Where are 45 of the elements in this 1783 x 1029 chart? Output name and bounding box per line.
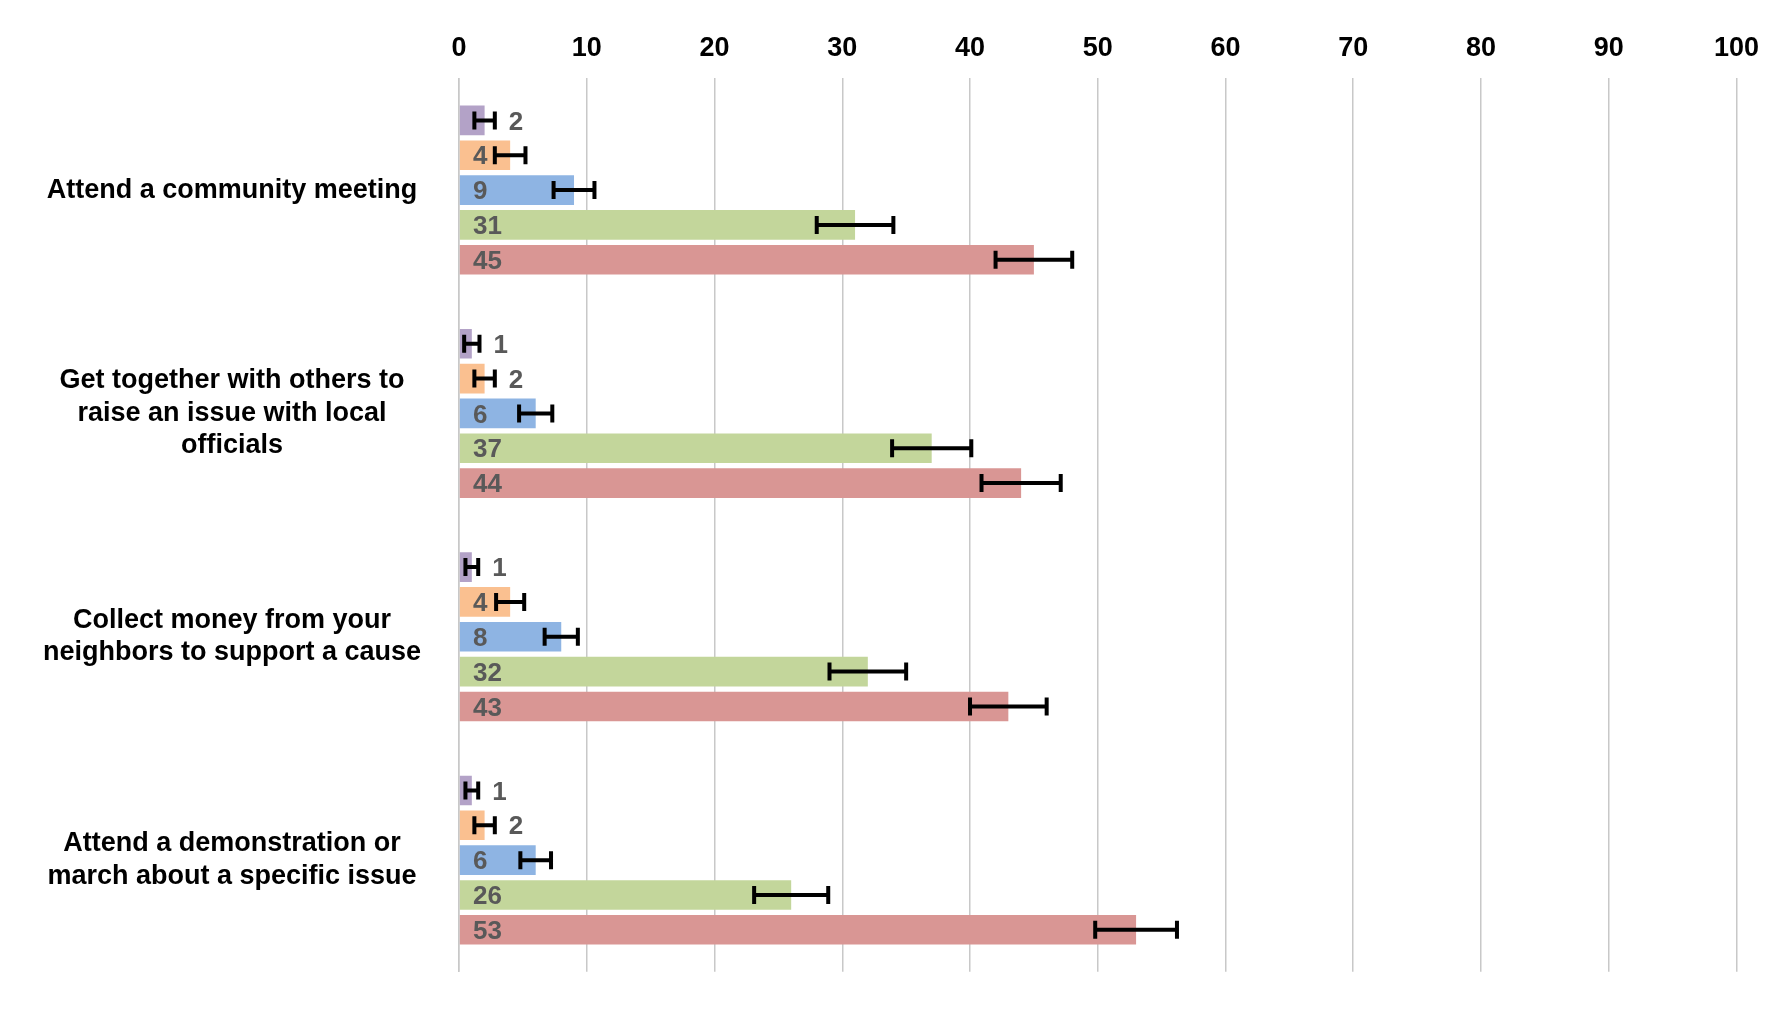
data-label: 1 [492,775,507,806]
x-tick-label: 10 [571,31,602,62]
data-label: 8 [473,621,488,652]
data-label: 32 [473,656,502,687]
x-tick-label: 40 [955,31,986,62]
x-tick-label: 30 [827,31,858,62]
data-label: 6 [473,398,488,429]
bar [459,210,856,240]
data-label: 31 [473,210,502,241]
bar [459,915,1137,945]
x-tick-label: 60 [1210,31,1241,62]
data-label: 2 [508,810,524,841]
bar [459,468,1022,498]
data-label: 43 [473,691,502,722]
bar [459,175,575,205]
y-tick-label: Attend a community meeting [46,173,418,204]
bar [459,433,932,464]
x-tick-label: 80 [1465,31,1497,62]
data-label: 9 [473,175,488,206]
y-tick-label: Collect money from your neighbors to support a cause [43,604,422,667]
data-label: 6 [473,845,488,876]
data-label: 1 [492,552,507,583]
bar [459,244,1034,275]
bar [459,621,562,652]
data-label: 1 [493,328,508,359]
data-label: 45 [473,244,502,275]
data-label: 26 [473,880,502,911]
data-label: 37 [473,433,502,464]
data-label: 44 [473,468,503,499]
y-tick-label: Get together with others to raise an issue with local officials [59,364,405,460]
data-label: 4 [473,140,489,171]
x-tick-label: 20 [699,31,730,62]
data-label: 53 [473,914,502,945]
x-tick-label: 70 [1338,31,1369,62]
x-tick-label: 50 [1082,31,1113,62]
x-tick-label: 100 [1713,31,1760,62]
bar [459,691,1009,722]
y-tick-label: Attend a demonstration or march about a specific issue [47,827,417,890]
bar [459,656,868,687]
x-tick-label: 0 [451,31,467,62]
x-tick-label: 90 [1593,31,1624,62]
data-label: 2 [508,363,524,394]
data-label: 4 [473,587,489,618]
data-label: 2 [508,105,524,136]
bar [459,880,792,910]
